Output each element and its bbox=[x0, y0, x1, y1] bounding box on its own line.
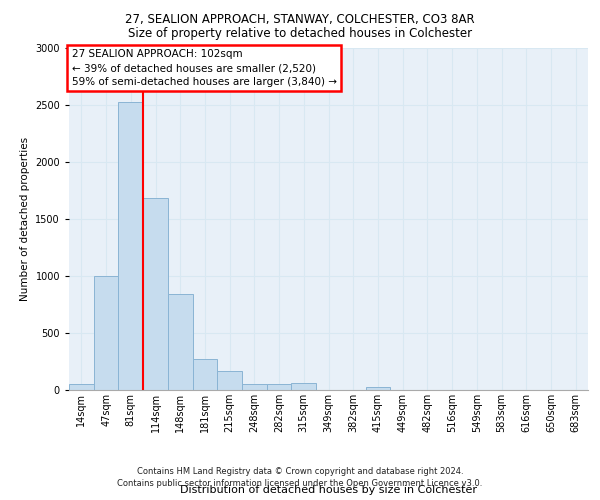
Bar bbox=[94, 276, 118, 390]
Bar bbox=[217, 370, 242, 390]
Text: 27, SEALION APPROACH, STANWAY, COLCHESTER, CO3 8AR: 27, SEALION APPROACH, STANWAY, COLCHESTE… bbox=[125, 12, 475, 26]
X-axis label: Distribution of detached houses by size in Colchester: Distribution of detached houses by size … bbox=[180, 485, 477, 495]
Bar bbox=[193, 359, 217, 390]
Text: Contains public sector information licensed under the Open Government Licence v3: Contains public sector information licen… bbox=[118, 479, 482, 488]
Bar bbox=[267, 384, 292, 390]
Text: Size of property relative to detached houses in Colchester: Size of property relative to detached ho… bbox=[128, 28, 472, 40]
Text: 27 SEALION APPROACH: 102sqm
← 39% of detached houses are smaller (2,520)
59% of : 27 SEALION APPROACH: 102sqm ← 39% of det… bbox=[71, 49, 337, 87]
Text: Contains HM Land Registry data © Crown copyright and database right 2024.: Contains HM Land Registry data © Crown c… bbox=[137, 467, 463, 476]
Bar bbox=[168, 294, 193, 390]
Bar bbox=[365, 386, 390, 390]
Y-axis label: Number of detached properties: Number of detached properties bbox=[20, 136, 29, 301]
Bar bbox=[143, 198, 168, 390]
Bar bbox=[242, 384, 267, 390]
Bar bbox=[69, 384, 94, 390]
Bar bbox=[292, 383, 316, 390]
Bar bbox=[118, 102, 143, 390]
